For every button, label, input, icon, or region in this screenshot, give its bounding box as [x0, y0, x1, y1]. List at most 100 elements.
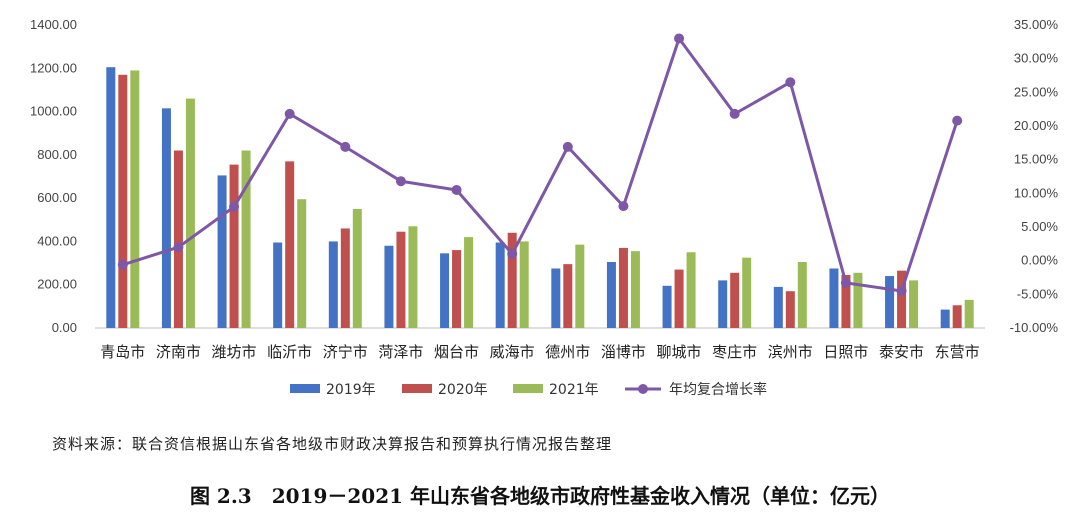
bar-2021年	[630, 251, 640, 328]
chart-axes: 0.00 200.00 400.00 600.00 800.00 1000.00 1200.…	[30, 17, 1058, 335]
category-label: 菏泽市	[378, 343, 423, 361]
left-axis-tick-label: 1400.00	[30, 17, 77, 32]
bar-2021年	[742, 257, 752, 328]
bar-2020年	[118, 74, 128, 329]
bar-2019年	[662, 285, 672, 328]
bar-2019年	[161, 108, 171, 328]
bar-2021年	[686, 252, 696, 328]
category-label: 青岛市	[100, 343, 145, 361]
chart-legend: 2019年 2020年 2021年 年均复合增长率	[290, 381, 767, 398]
bar-2021年	[853, 272, 863, 328]
growth-rate-point	[117, 259, 128, 270]
bar-2019年	[328, 241, 338, 328]
bar-2020年	[507, 232, 517, 328]
category-label: 德州市	[545, 343, 590, 361]
bar-2019年	[106, 67, 116, 328]
right-axis-tick-label: 15.00%	[1014, 152, 1059, 167]
bar-2020年	[563, 264, 573, 328]
category-label: 威海市	[490, 343, 535, 361]
growth-rate-point	[562, 141, 573, 152]
bar-2020年	[396, 231, 406, 328]
left-axis-tick-label: 400.00	[37, 233, 77, 248]
bar-2021年	[797, 261, 807, 328]
bar-2019年	[606, 261, 616, 328]
category-label: 东营市	[935, 343, 980, 361]
growth-rate-point	[340, 141, 351, 152]
bar-2020年	[730, 272, 740, 328]
left-axis-tick-label: 1200.00	[30, 60, 77, 75]
bar-2020年	[340, 228, 350, 328]
bar-2021年	[408, 226, 418, 328]
category-label: 济宁市	[323, 343, 368, 361]
category-label: 枣庄市	[712, 343, 757, 361]
source-note: 资料来源：联合资信根据山东省各地级市财政决算报告和预算执行情况报告整理	[52, 435, 613, 453]
bar-2019年	[495, 242, 505, 328]
bar-2019年	[829, 268, 839, 328]
category-label: 滨州市	[768, 343, 813, 361]
category-label: 日照市	[823, 343, 868, 361]
growth-rate-line	[122, 36, 959, 293]
bar-2019年	[773, 286, 783, 328]
legend-swatch-2019年	[290, 384, 320, 393]
legend-label: 2021年	[549, 382, 599, 398]
category-label: 聊城市	[657, 343, 702, 361]
right-axis-tick-label: 30.00%	[1014, 51, 1059, 66]
legend-label: 2020年	[438, 382, 488, 398]
growth-rate-point	[785, 77, 796, 88]
bar-2019年	[440, 253, 450, 328]
growth-rate-point	[395, 176, 406, 187]
right-axis-tick-label: 20.00%	[1014, 118, 1059, 133]
bar-2021年	[130, 70, 140, 328]
growth-rate-point	[896, 285, 907, 296]
bar-2019年	[384, 245, 394, 328]
bar-2020年	[618, 247, 628, 328]
bar-2019年	[940, 309, 950, 328]
growth-rate-point	[729, 108, 740, 119]
growth-rate-point	[507, 248, 518, 259]
right-axis-tick-label: 5.00%	[1021, 219, 1058, 234]
growth-rate-point	[229, 201, 240, 212]
bar-2020年	[285, 161, 295, 328]
bar-2020年	[674, 269, 684, 328]
growth-rate-point	[674, 33, 685, 44]
category-label: 临沂市	[267, 343, 312, 361]
bar-2019年	[217, 175, 227, 328]
chart-growth-line	[117, 33, 963, 296]
legend-label: 2019年	[326, 382, 376, 398]
legend-swatch-2021年	[513, 384, 543, 393]
category-label: 泰安市	[879, 343, 924, 361]
right-axis-tick-label: -5.00%	[1017, 286, 1059, 301]
bar-2020年	[785, 291, 795, 328]
right-axis-tick-label: 10.00%	[1014, 185, 1059, 200]
bar-2019年	[885, 276, 895, 328]
category-label: 淄博市	[601, 343, 646, 361]
left-axis-tick-label: 1000.00	[30, 104, 77, 119]
left-axis-tick-label: 200.00	[37, 277, 77, 292]
figure-caption: 图 2.3 2019－2021 年山东省各地级市政府性基金收入情况（单位：亿元）	[189, 484, 891, 508]
bar-2021年	[964, 299, 974, 328]
category-label: 烟台市	[434, 343, 479, 361]
bar-2020年	[173, 150, 183, 328]
bar-line-chart: 0.00 200.00 400.00 600.00 800.00 1000.00 1200.…	[30, 17, 1058, 398]
right-axis-tick-label: 0.00%	[1021, 253, 1058, 268]
bar-2021年	[352, 208, 362, 328]
category-label: 济南市	[156, 343, 201, 361]
growth-rate-point	[618, 201, 629, 212]
bar-2019年	[273, 242, 283, 328]
legend-label: 年均复合增长率	[669, 381, 767, 398]
right-axis-tick-label: 35.00%	[1014, 17, 1059, 32]
bar-2019年	[718, 280, 728, 328]
bar-2020年	[897, 270, 907, 328]
legend-swatch-2020年	[402, 384, 432, 393]
bar-2021年	[464, 237, 474, 328]
left-axis-tick-label: 0.00	[52, 320, 77, 335]
category-label: 潍坊市	[212, 343, 257, 361]
bar-2020年	[452, 250, 462, 328]
bar-2020年	[841, 274, 851, 328]
growth-rate-point	[840, 277, 851, 288]
legend-marker	[638, 384, 648, 394]
bar-2021年	[909, 280, 919, 328]
left-axis-tick-label: 600.00	[37, 190, 77, 205]
bar-2019年	[551, 268, 561, 328]
bar-2020年	[229, 164, 239, 328]
